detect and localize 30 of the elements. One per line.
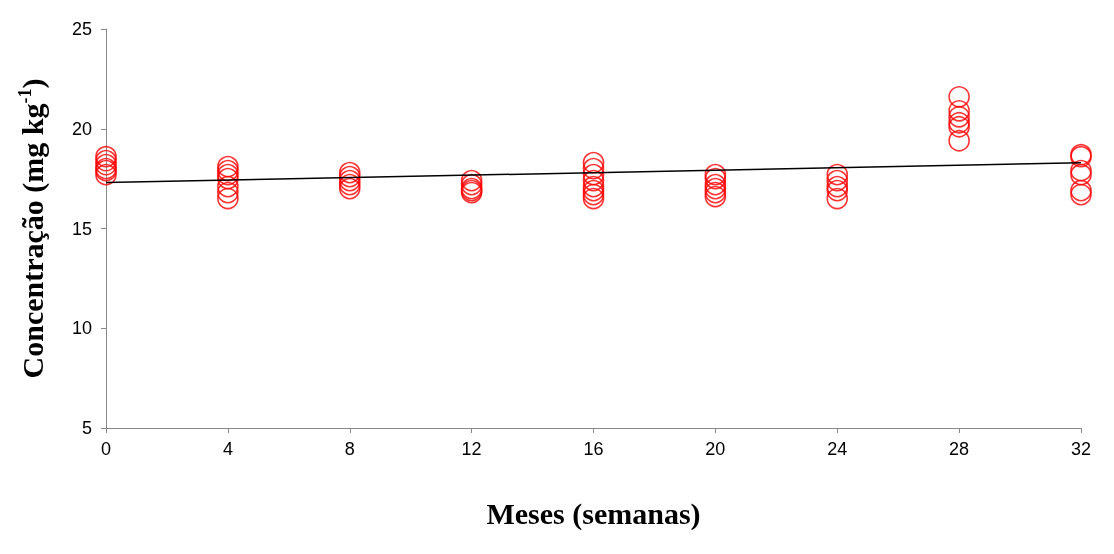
point xyxy=(217,175,239,198)
x-tick-label: 24 xyxy=(827,439,848,459)
point xyxy=(948,129,970,152)
x-tick-label: 20 xyxy=(705,439,726,459)
point xyxy=(826,187,849,210)
y-tick-label: 5 xyxy=(81,418,92,438)
y-tick-label: 20 xyxy=(71,118,92,139)
y-tick-label: 10 xyxy=(71,318,92,339)
point xyxy=(582,169,605,192)
y-tick-label: 15 xyxy=(71,218,92,239)
x-tick-label: 12 xyxy=(461,439,482,459)
x-tick-label: 4 xyxy=(222,439,233,459)
point xyxy=(948,105,970,128)
y-axis-title: Concentração (mg kg-1) xyxy=(15,78,50,379)
x-tick-label: 8 xyxy=(344,439,355,459)
point xyxy=(826,169,849,192)
point xyxy=(217,187,239,210)
x-axis-title: Meses (semanas) xyxy=(486,496,701,531)
point xyxy=(948,100,970,122)
x-tick-label: 28 xyxy=(949,439,970,459)
point xyxy=(948,86,970,108)
x-tick-label: 0 xyxy=(100,439,112,459)
point xyxy=(826,163,849,186)
x-tick-label: 16 xyxy=(583,439,604,459)
point xyxy=(582,163,605,186)
y-tick-label: 25 xyxy=(71,19,92,39)
point xyxy=(582,151,605,174)
x-tick-label: 32 xyxy=(1070,439,1092,459)
point xyxy=(217,181,239,204)
point xyxy=(582,157,605,180)
